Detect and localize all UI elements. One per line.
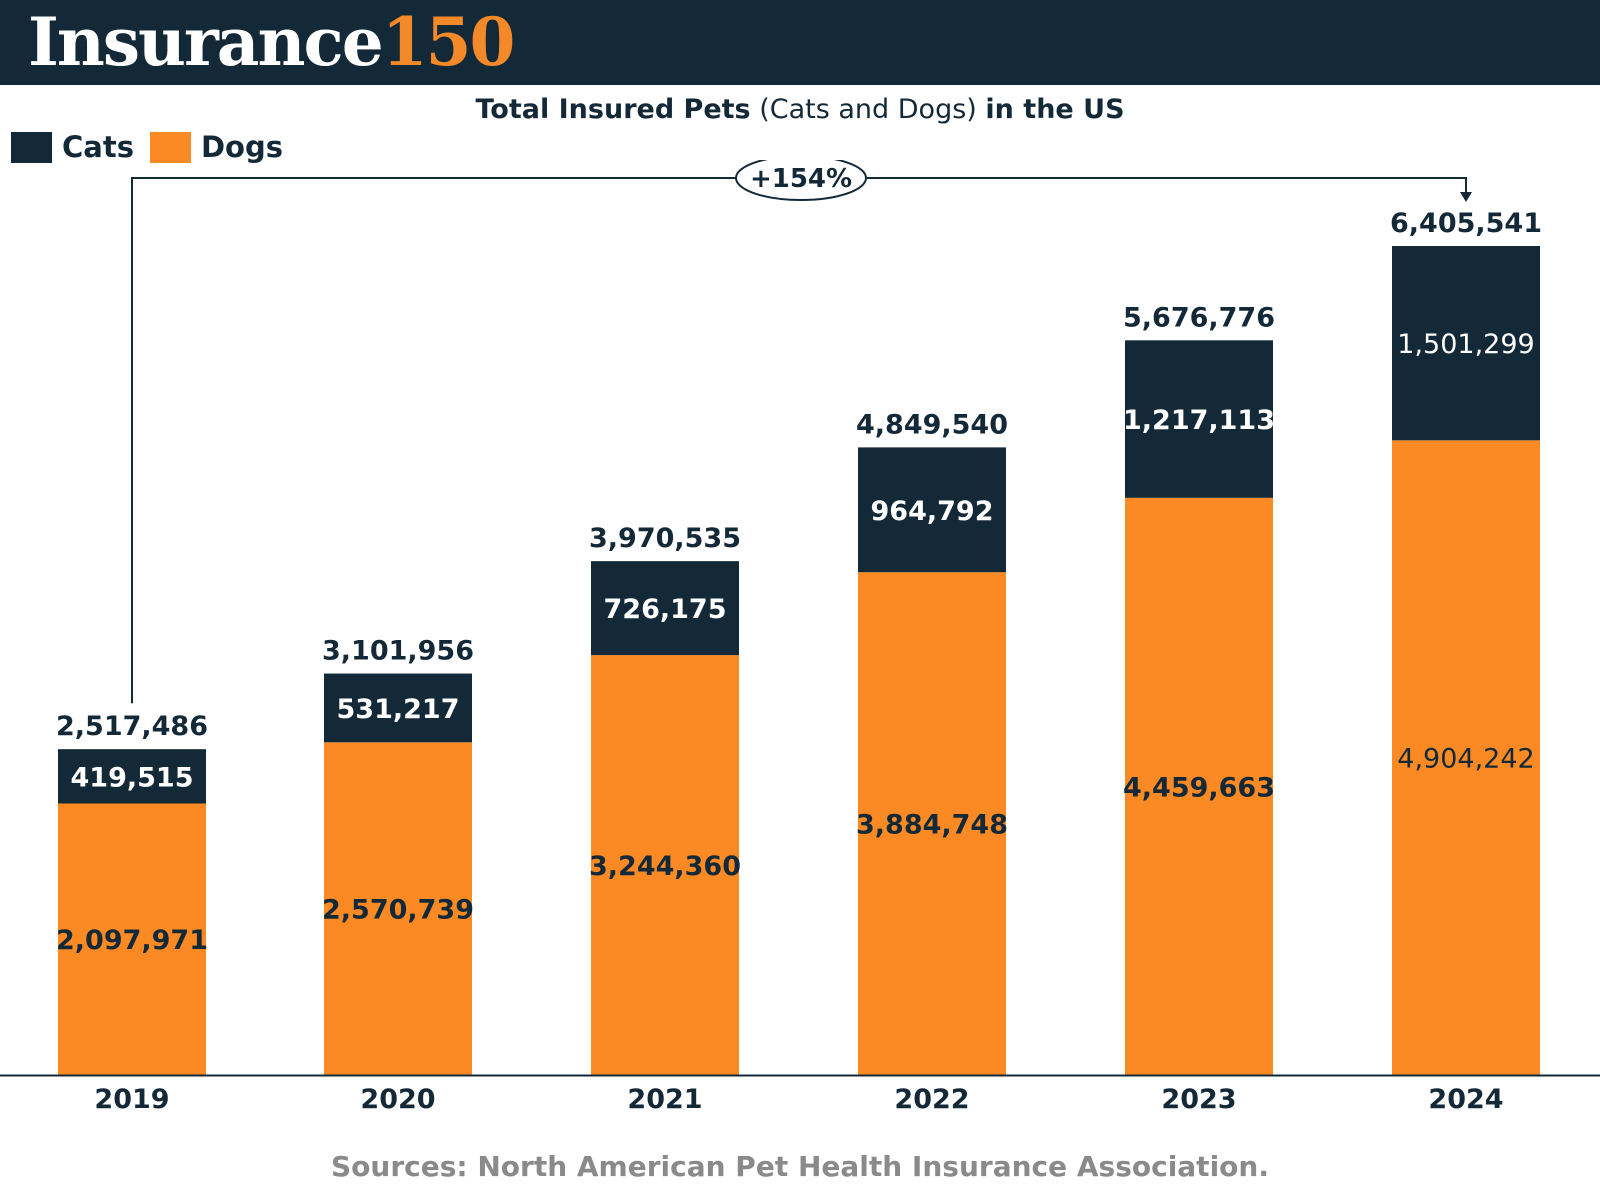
- stacked-bar-chart: 419,515 2,097,971 2,517,486 2019 531,217 2,57…: [0, 160, 1600, 1115]
- total-label-2022: 4,849,540: [856, 409, 1008, 440]
- legend-item-dogs: Dogs: [149, 130, 283, 164]
- legend-label-cats: Cats: [62, 130, 134, 164]
- legend-label-dogs: Dogs: [200, 130, 283, 164]
- data-label-cats-2023: 1,217,113: [1123, 405, 1275, 436]
- logo: Insurance150: [28, 2, 516, 82]
- bar-dogs-2020: [324, 742, 472, 1075]
- logo-number: 150: [381, 3, 516, 81]
- x-tick-label-2019: 2019: [94, 1084, 169, 1115]
- bar-cats-2021: [591, 561, 739, 656]
- data-label-cats-2020: 531,217: [337, 694, 460, 725]
- data-label-dogs-2020: 2,570,739: [322, 895, 474, 926]
- legend-swatch-dogs: [149, 131, 191, 163]
- total-label-2020: 3,101,956: [322, 636, 474, 667]
- total-label-2019: 2,517,486: [56, 711, 208, 742]
- legend-item-cats: Cats: [11, 130, 134, 164]
- total-label-2021: 3,970,535: [589, 523, 741, 554]
- bar-dogs-2023: [1125, 497, 1273, 1075]
- bar-dogs-2019: [58, 803, 206, 1075]
- bar-cats-2023: [1125, 340, 1273, 498]
- bar-dogs-2021: [591, 655, 739, 1075]
- chart-title-bold-end: in the US: [985, 94, 1125, 125]
- data-label-cats-2022: 964,792: [871, 496, 994, 527]
- x-tick-label-2024: 2024: [1428, 1084, 1503, 1115]
- chart-title-bold-start: Total Insured Pets: [475, 94, 751, 125]
- data-label-dogs-2024: 4,904,242: [1397, 744, 1534, 775]
- data-label-dogs-2019: 2,097,971: [56, 925, 208, 956]
- data-label-cats-2019: 419,515: [71, 762, 194, 793]
- x-tick-label-2020: 2020: [360, 1084, 435, 1115]
- total-label-2023: 5,676,776: [1123, 302, 1275, 333]
- data-label-cats-2021: 726,175: [604, 594, 727, 625]
- bar-cats-2024: [1392, 246, 1540, 441]
- growth-annotation-label: +154%: [750, 164, 852, 194]
- data-label-dogs-2021: 3,244,360: [589, 851, 741, 882]
- growth-badge: [735, 160, 867, 201]
- data-label-cats-2024: 1,501,299: [1397, 329, 1534, 360]
- bar-dogs-2024: [1392, 440, 1540, 1076]
- header-bar: Insurance150: [0, 0, 1600, 85]
- bar-cats-2020: [324, 673, 472, 743]
- source-note: Sources: North American Pet Health Insur…: [331, 1150, 1269, 1183]
- growth-arrowhead: [1460, 192, 1472, 202]
- data-label-dogs-2023: 4,459,663: [1123, 772, 1275, 803]
- total-label-2024: 6,405,541: [1390, 208, 1542, 239]
- chart-title: Total Insured Pets (Cats and Dogs) in th…: [0, 92, 1600, 128]
- bar-cats-2022: [858, 447, 1006, 573]
- chart-title-regular: (Cats and Dogs): [759, 94, 977, 125]
- x-tick-label-2022: 2022: [894, 1084, 969, 1115]
- data-label-dogs-2022: 3,884,748: [856, 810, 1008, 841]
- x-tick-label-2023: 2023: [1161, 1084, 1236, 1115]
- legend-swatch-cats: [11, 131, 52, 163]
- legend: Cats Dogs: [11, 128, 299, 166]
- bar-dogs-2022: [858, 572, 1006, 1075]
- bar-cats-2019: [58, 749, 206, 804]
- logo-word: Insurance: [28, 3, 384, 81]
- x-tick-label-2021: 2021: [627, 1084, 702, 1115]
